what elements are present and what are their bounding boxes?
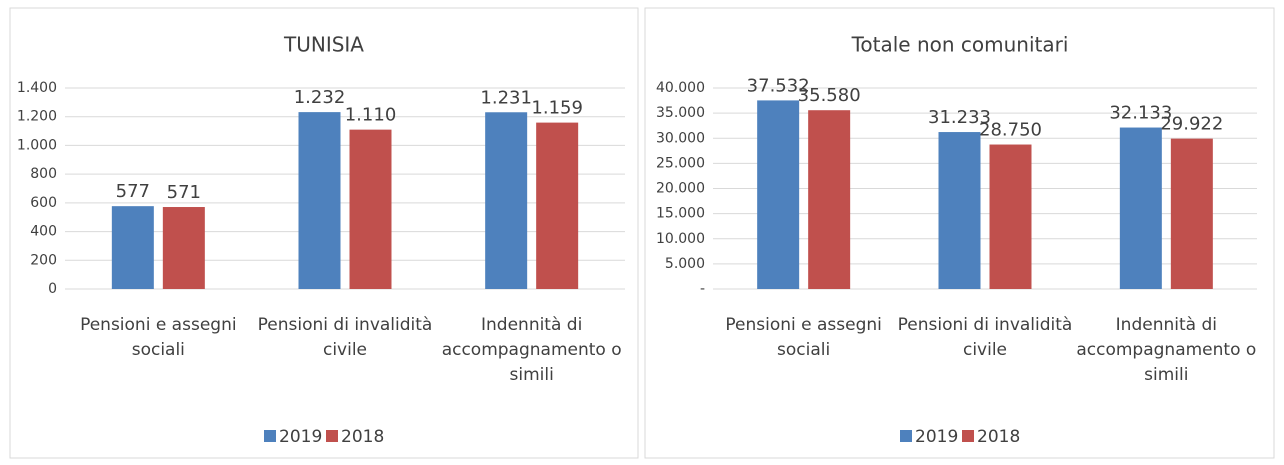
x-tick-label: Indennità di accompagnamento o simili xyxy=(441,315,622,385)
y-tick-label: 10.000 xyxy=(656,231,705,247)
x-tick-label: Indennità di accompagnamento o simili xyxy=(1076,315,1257,385)
bar xyxy=(938,132,981,289)
value-label: 37.532 xyxy=(747,75,810,96)
legend-label: 2018 xyxy=(341,427,384,447)
y-tick-label: 5.000 xyxy=(665,256,705,272)
value-label: 29.922 xyxy=(1160,114,1223,135)
value-label: 1.110 xyxy=(345,105,397,126)
bar xyxy=(989,144,1032,289)
x-tick-label: Pensioni di invalidità civile xyxy=(897,315,1073,360)
chart-title: TUNISIA xyxy=(283,33,364,57)
y-tick-label: 30.000 xyxy=(656,130,705,146)
value-label: 1.231 xyxy=(480,87,532,108)
y-tick-label: 1.400 xyxy=(17,80,57,96)
y-tick-label: 35.000 xyxy=(656,105,705,121)
legend-label: 2018 xyxy=(977,427,1020,447)
bar xyxy=(298,112,341,290)
legend-label: 2019 xyxy=(915,427,958,447)
chart-title: Totale non comunitari xyxy=(851,33,1069,57)
y-tick-label: 25.000 xyxy=(656,155,705,171)
value-label: 28.750 xyxy=(979,120,1042,141)
value-label: 1.159 xyxy=(531,98,583,119)
y-tick-label: 200 xyxy=(30,252,57,268)
y-tick-label: 800 xyxy=(30,166,57,182)
value-label: 1.232 xyxy=(294,87,346,108)
legend-swatch xyxy=(900,430,912,442)
value-label: 577 xyxy=(116,181,150,202)
y-tick-label: 600 xyxy=(30,195,57,211)
y-tick-label: 1.200 xyxy=(17,109,57,125)
bar xyxy=(111,206,154,289)
bar xyxy=(536,122,579,290)
value-label: 31.233 xyxy=(928,107,991,128)
legend-swatch xyxy=(962,430,974,442)
y-tick-label: 15.000 xyxy=(656,206,705,222)
y-tick-label: 1.000 xyxy=(17,137,57,153)
x-tick-label: Pensioni di invalidità civile xyxy=(257,315,433,360)
legend-swatch xyxy=(326,430,338,442)
bar xyxy=(162,207,205,289)
legend-label: 2019 xyxy=(279,427,322,447)
bar xyxy=(349,129,392,289)
bar xyxy=(485,112,528,289)
y-tick-label: 0 xyxy=(48,281,57,297)
y-tick-label: - xyxy=(700,281,705,297)
y-tick-label: 400 xyxy=(30,224,57,240)
value-label: 35.580 xyxy=(798,85,861,106)
x-tick-label: Pensioni e assegni sociali xyxy=(80,315,237,360)
x-tick-label: Pensioni e assegni sociali xyxy=(725,315,882,360)
value-label: 571 xyxy=(167,182,201,203)
legend-swatch xyxy=(264,430,276,442)
y-tick-label: 40.000 xyxy=(656,80,705,96)
y-tick-label: 20.000 xyxy=(656,181,705,197)
value-label: 32.133 xyxy=(1109,103,1172,124)
bar xyxy=(1119,127,1162,289)
bar xyxy=(757,100,800,289)
bar xyxy=(808,110,851,289)
bar xyxy=(1170,138,1213,289)
